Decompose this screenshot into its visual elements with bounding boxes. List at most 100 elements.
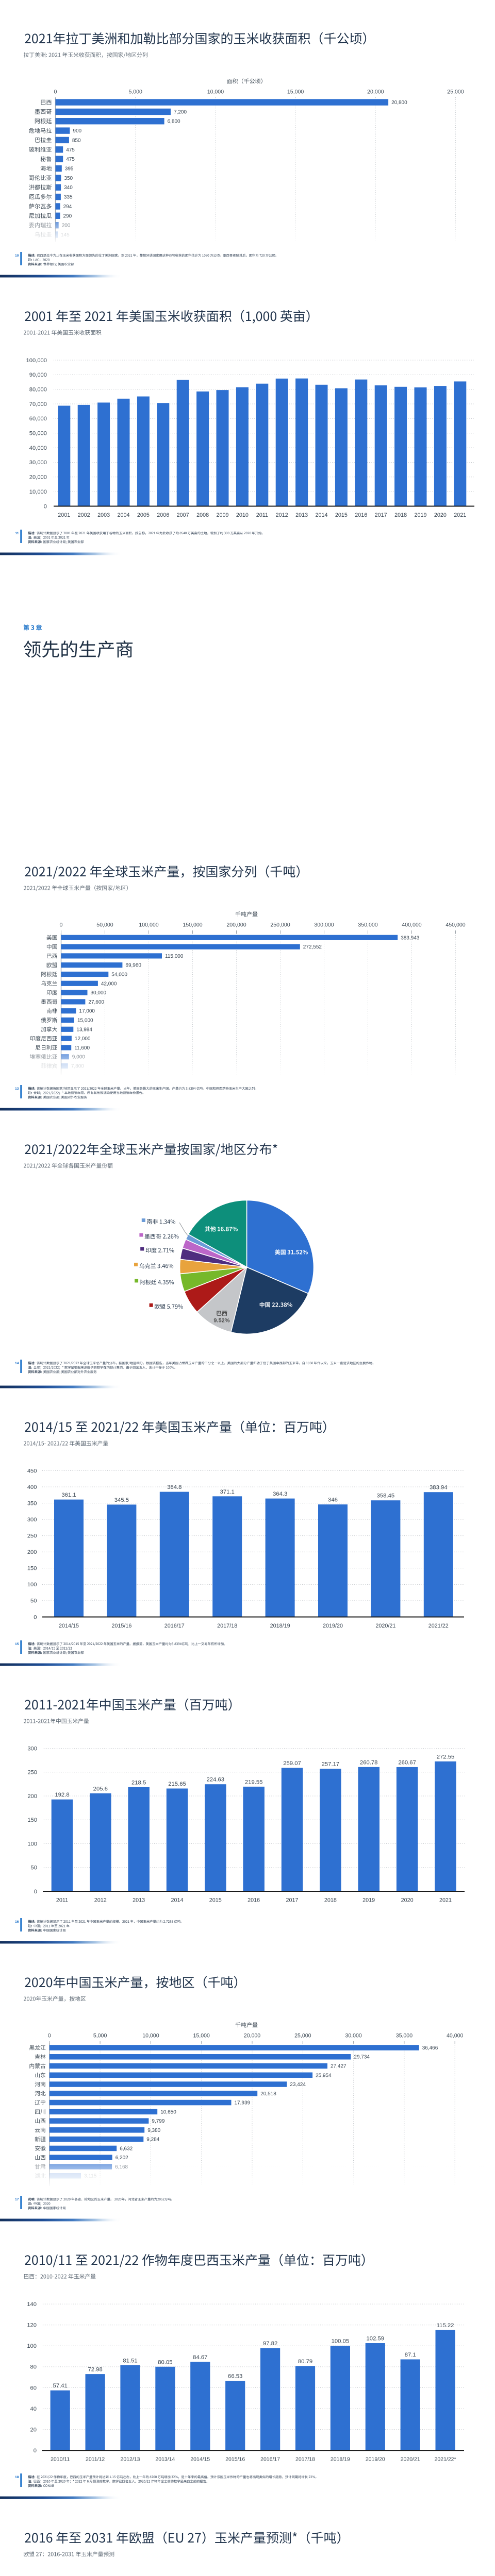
svg-text:42,000: 42,000: [101, 981, 117, 987]
svg-text:36,466: 36,466: [422, 2045, 438, 2051]
svg-text:215.65: 215.65: [168, 1781, 186, 1787]
svg-text:60: 60: [30, 2385, 37, 2391]
svg-text:2012/13: 2012/13: [121, 2456, 140, 2463]
svg-text:200,000: 200,000: [226, 922, 246, 928]
svg-text:2021/22*: 2021/22*: [435, 2456, 456, 2463]
svg-text:6,800: 6,800: [168, 119, 180, 125]
svg-text:224.63: 224.63: [207, 1777, 225, 1783]
svg-text:2017: 2017: [286, 1897, 298, 1904]
svg-text:0: 0: [48, 2033, 51, 2039]
svg-text:2013: 2013: [133, 1897, 145, 1904]
svg-text:2017: 2017: [375, 512, 387, 518]
svg-text:81.51: 81.51: [123, 2358, 137, 2364]
svg-text:850: 850: [72, 138, 81, 143]
svg-text:50: 50: [31, 1865, 37, 1871]
svg-text:2006: 2006: [157, 512, 169, 518]
svg-text:290: 290: [63, 213, 72, 219]
svg-text:2004: 2004: [117, 512, 129, 518]
svg-text:30,000: 30,000: [91, 990, 107, 996]
svg-text:30,000: 30,000: [29, 460, 47, 466]
svg-text:115.22: 115.22: [437, 2323, 454, 2329]
svg-text:2015/16: 2015/16: [111, 1623, 131, 1629]
svg-text:200: 200: [27, 1793, 37, 1800]
svg-text:340: 340: [64, 185, 73, 191]
svg-text:250: 250: [27, 1770, 37, 1776]
svg-text:20,000: 20,000: [29, 474, 47, 481]
svg-text:346: 346: [328, 1497, 338, 1503]
svg-text:2018/19: 2018/19: [331, 2456, 350, 2463]
svg-text:2019/20: 2019/20: [323, 1623, 343, 1629]
svg-text:192.8: 192.8: [55, 1792, 69, 1798]
svg-text:5,000: 5,000: [128, 89, 142, 95]
svg-text:2009: 2009: [216, 512, 228, 518]
svg-text:9,284: 9,284: [146, 2137, 159, 2143]
svg-text:2017/18: 2017/18: [217, 1623, 237, 1629]
svg-text:259.07: 259.07: [283, 1760, 301, 1767]
svg-text:219.55: 219.55: [245, 1779, 263, 1785]
svg-text:260.67: 260.67: [398, 1759, 416, 1766]
svg-text:2021/22: 2021/22: [428, 1623, 449, 1629]
svg-text:50,000: 50,000: [96, 922, 113, 928]
svg-text:2011: 2011: [56, 1897, 68, 1904]
svg-text:2013: 2013: [295, 512, 308, 518]
svg-text:10: 10: [15, 254, 19, 258]
svg-text:2021: 2021: [439, 1897, 452, 1904]
svg-text:358.45: 358.45: [377, 1493, 395, 1499]
svg-text:2011/12: 2011/12: [86, 2456, 105, 2463]
svg-text:0: 0: [34, 1889, 37, 1895]
svg-text:80.79: 80.79: [298, 2359, 312, 2365]
svg-text:11: 11: [15, 532, 19, 535]
svg-text:272,552: 272,552: [303, 944, 322, 950]
svg-text:16: 16: [15, 1920, 19, 1924]
svg-text:25,000: 25,000: [447, 89, 464, 95]
svg-text:250,000: 250,000: [270, 922, 290, 928]
svg-text:13: 13: [15, 1087, 19, 1091]
svg-text:100: 100: [27, 1582, 37, 1588]
svg-text:2019: 2019: [362, 1897, 375, 1904]
svg-text:2020: 2020: [434, 512, 447, 518]
svg-text:40,000: 40,000: [29, 445, 47, 451]
svg-text:350: 350: [27, 1500, 37, 1506]
svg-text:54,000: 54,000: [111, 972, 127, 978]
svg-text:20,000: 20,000: [244, 2033, 261, 2039]
svg-text:2015: 2015: [209, 1897, 222, 1904]
svg-text:100: 100: [27, 2343, 37, 2349]
svg-text:115,000: 115,000: [165, 954, 184, 959]
svg-text:120: 120: [27, 2323, 37, 2329]
svg-text:18: 18: [15, 2476, 19, 2479]
svg-text:27,600: 27,600: [88, 999, 104, 1005]
svg-text:218.5: 218.5: [131, 1780, 146, 1786]
svg-text:50: 50: [30, 1598, 37, 1604]
svg-text:30,000: 30,000: [345, 2033, 362, 2039]
svg-text:80,000: 80,000: [29, 387, 47, 393]
svg-text:257.17: 257.17: [322, 1761, 340, 1768]
svg-text:364.3: 364.3: [273, 1491, 287, 1497]
svg-text:100,000: 100,000: [139, 922, 158, 928]
svg-text:0: 0: [34, 2448, 37, 2454]
svg-text:25,954: 25,954: [316, 2073, 332, 2078]
svg-text:361.1: 361.1: [61, 1492, 76, 1498]
svg-text:272.55: 272.55: [437, 1754, 455, 1760]
svg-text:2014/15: 2014/15: [190, 2456, 210, 2463]
svg-text:2002: 2002: [78, 512, 90, 518]
svg-text:84.67: 84.67: [193, 2354, 207, 2361]
svg-text:0: 0: [44, 503, 47, 510]
svg-text:384.8: 384.8: [167, 1484, 182, 1490]
svg-text:200: 200: [27, 1549, 37, 1555]
svg-text:100: 100: [27, 1841, 37, 1847]
svg-text:345.5: 345.5: [114, 1497, 129, 1503]
svg-text:140: 140: [27, 2301, 37, 2308]
svg-text:150: 150: [27, 1817, 37, 1823]
svg-text:2011: 2011: [256, 512, 268, 518]
svg-text:383.94: 383.94: [430, 1485, 448, 1491]
svg-text:14: 14: [15, 1362, 19, 1365]
svg-text:400: 400: [27, 1484, 37, 1490]
svg-text:2010/11: 2010/11: [51, 2456, 70, 2463]
svg-text:29,734: 29,734: [354, 2055, 370, 2060]
svg-text:50,000: 50,000: [29, 431, 47, 437]
svg-text:15,000: 15,000: [287, 89, 304, 95]
svg-text:80.05: 80.05: [158, 2359, 172, 2365]
svg-text:72.98: 72.98: [88, 2367, 102, 2373]
svg-text:2008: 2008: [196, 512, 209, 518]
svg-text:2018: 2018: [394, 512, 407, 518]
